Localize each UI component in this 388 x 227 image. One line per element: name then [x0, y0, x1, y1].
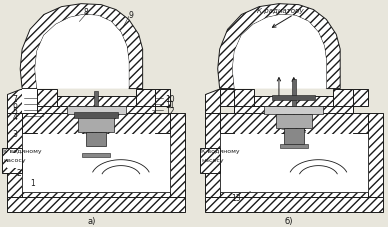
Polygon shape	[220, 114, 368, 192]
Polygon shape	[7, 89, 22, 114]
Polygon shape	[7, 114, 22, 197]
Text: 5: 5	[12, 106, 17, 115]
Polygon shape	[218, 5, 340, 89]
Polygon shape	[136, 89, 156, 138]
Polygon shape	[7, 197, 185, 212]
Text: 3: 3	[12, 129, 17, 138]
Text: насосу: насосу	[201, 158, 223, 163]
Text: К радиатору: К радиатору	[257, 7, 304, 14]
Polygon shape	[205, 114, 220, 197]
Text: 12: 12	[165, 106, 175, 115]
Polygon shape	[87, 133, 106, 146]
Polygon shape	[22, 114, 170, 192]
Polygon shape	[7, 153, 22, 168]
Polygon shape	[37, 107, 156, 117]
Polygon shape	[22, 89, 170, 107]
Text: 9: 9	[128, 11, 133, 20]
Polygon shape	[200, 148, 220, 173]
Polygon shape	[22, 89, 37, 114]
Text: К водяному: К водяному	[3, 149, 42, 154]
Polygon shape	[276, 115, 312, 128]
Text: 6: 6	[12, 100, 17, 109]
Polygon shape	[78, 115, 114, 133]
Polygon shape	[35, 15, 129, 89]
Text: 7: 7	[12, 95, 17, 104]
Polygon shape	[82, 153, 110, 157]
Text: б): б)	[284, 217, 293, 225]
Polygon shape	[221, 134, 367, 191]
Text: 1: 1	[30, 178, 35, 187]
Polygon shape	[74, 113, 118, 119]
Polygon shape	[37, 89, 57, 138]
Polygon shape	[22, 192, 170, 207]
Text: 10: 10	[165, 95, 175, 104]
Text: 11: 11	[165, 100, 175, 109]
Polygon shape	[284, 128, 304, 144]
Polygon shape	[234, 89, 254, 138]
Polygon shape	[333, 89, 353, 138]
Polygon shape	[205, 89, 220, 114]
Text: насосу: насосу	[3, 158, 26, 163]
Polygon shape	[94, 91, 98, 107]
Polygon shape	[292, 79, 296, 107]
Polygon shape	[2, 148, 22, 173]
Text: а): а)	[87, 217, 95, 225]
Text: К водяному: К водяному	[201, 149, 239, 154]
Polygon shape	[67, 107, 126, 115]
Polygon shape	[220, 192, 368, 207]
Text: 2: 2	[16, 168, 21, 177]
Polygon shape	[272, 95, 315, 101]
Polygon shape	[280, 144, 308, 148]
Text: 13: 13	[232, 193, 241, 202]
Polygon shape	[220, 89, 368, 107]
Text: 8: 8	[84, 8, 89, 17]
Polygon shape	[232, 15, 326, 89]
Polygon shape	[22, 114, 170, 138]
Polygon shape	[220, 114, 368, 138]
Polygon shape	[205, 197, 383, 212]
Polygon shape	[264, 107, 323, 115]
Text: 4: 4	[12, 112, 17, 121]
Polygon shape	[20, 5, 143, 89]
Polygon shape	[234, 107, 353, 117]
Polygon shape	[23, 134, 169, 191]
Polygon shape	[170, 114, 185, 197]
Polygon shape	[368, 114, 383, 197]
